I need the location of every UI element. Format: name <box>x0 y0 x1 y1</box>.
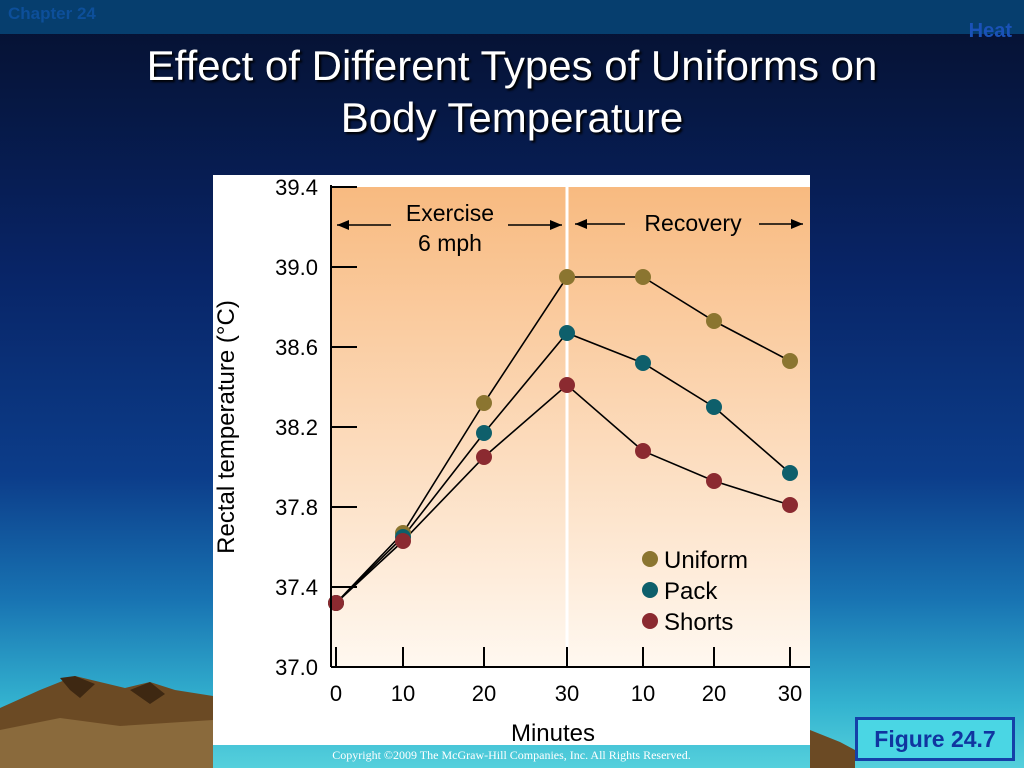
top-bar: Chapter 24 <box>0 0 1024 34</box>
y-tick-label: 39.4 <box>275 175 318 200</box>
y-tick-label: 37.8 <box>275 495 318 520</box>
data-point-shorts <box>782 497 798 513</box>
data-point-shorts <box>559 377 575 393</box>
data-point-shorts <box>635 443 651 459</box>
recovery-arrow-right-head <box>791 219 803 229</box>
x-axis-title: Minutes <box>511 720 595 745</box>
data-point-pack <box>476 425 492 441</box>
slide-title-line-2: Body Temperature <box>340 94 684 141</box>
data-point-uniform <box>782 353 798 369</box>
phase-label-recovery: Recovery <box>644 210 742 236</box>
data-point-shorts <box>395 533 411 549</box>
x-tick-label: 0 <box>330 681 342 706</box>
copyright-notice: Copyright ©2009 The McGraw-Hill Companie… <box>332 748 691 762</box>
legend-marker-pack <box>642 582 658 598</box>
mountain-landscape <box>0 676 855 768</box>
phase-label-exercise-speed: 6 mph <box>418 230 482 256</box>
y-tick-label: 39.0 <box>275 255 318 280</box>
legend-label-uniform: Uniform <box>664 547 748 574</box>
data-point-pack <box>706 399 722 415</box>
data-point-uniform <box>706 313 722 329</box>
data-point-pack <box>782 465 798 481</box>
data-point-shorts <box>476 449 492 465</box>
y-tick-label: 38.2 <box>275 415 318 440</box>
x-tick-label: 20 <box>472 681 496 706</box>
legend-label-pack: Pack <box>664 578 718 605</box>
y-tick-label: 38.6 <box>275 335 318 360</box>
exercise-arrow-left-head <box>337 220 349 230</box>
slide-title: Effect of Different Types of Uniforms on… <box>0 40 1024 144</box>
recovery-arrow-left-head <box>575 219 587 229</box>
plot-background <box>331 187 810 667</box>
chart-panel: Exercise 6 mph Recovery Uniform Pack Shorts … <box>213 175 810 745</box>
x-tick-label: 30 <box>555 681 579 706</box>
x-tick-label: 30 <box>778 681 802 706</box>
data-point-uniform <box>476 395 492 411</box>
legend-label-shorts: Shorts <box>664 609 733 636</box>
data-point-pack <box>635 355 651 371</box>
exercise-arrow-right-head <box>550 220 562 230</box>
y-axis-title: Rectal temperature (°C) <box>213 300 240 554</box>
x-tick-label: 20 <box>702 681 726 706</box>
data-point-pack <box>559 325 575 341</box>
phase-label-exercise: Exercise <box>406 200 494 226</box>
y-tick-label: 37.4 <box>275 575 318 600</box>
chapter-label: Chapter 24 <box>8 4 96 23</box>
data-point-uniform <box>635 269 651 285</box>
figure-label: Figure 24.7 <box>855 717 1015 761</box>
data-point-uniform <box>559 269 575 285</box>
legend-marker-shorts <box>642 613 658 629</box>
y-tick-label: 37.0 <box>275 655 318 680</box>
section-label: Heat <box>968 20 1012 42</box>
data-point-shorts <box>706 473 722 489</box>
x-tick-label: 10 <box>391 681 415 706</box>
slide-title-line-1: Effect of Different Types of Uniforms on <box>146 42 878 89</box>
x-tick-label: 10 <box>631 681 655 706</box>
legend-marker-uniform <box>642 551 658 567</box>
